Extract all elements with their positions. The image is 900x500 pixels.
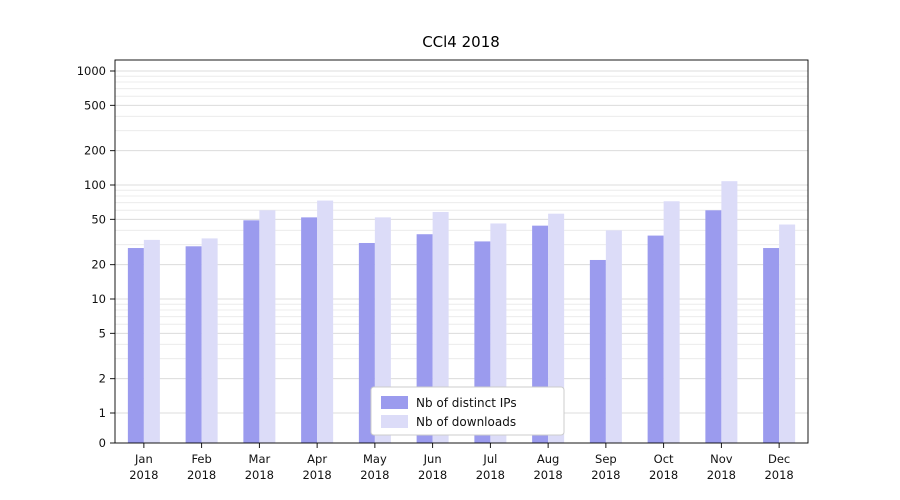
bar-downloads-sep [605,230,622,443]
y-tick-label: 1000 [77,64,106,78]
x-tick-month-label: Jul [482,452,497,466]
x-tick-month-label: Nov [710,452,733,466]
chart-title: CCl4 2018 [422,33,500,51]
y-tick-label: 500 [84,98,106,112]
x-tick-year-label: 2018 [591,468,620,482]
bar-distinct-ips-dec [763,248,780,443]
x-tick-month-label: Jan [134,452,153,466]
legend-label-downloads: Nb of downloads [416,415,516,429]
axis-layer: 0 1 2 5 10 20 50 100 200 500 1000 Jan 2018 Feb 2018 Mar… [77,59,809,482]
bar-distinct-ips-apr [301,217,318,443]
x-tick-month-label: May [363,452,387,466]
x-tick-month-label: Sep [595,452,617,466]
x-tick-year-label: 2018 [476,468,505,482]
x-tick-month-label: Aug [537,452,559,466]
y-tick-label: 5 [99,326,106,340]
y-tick-label: 200 [84,144,106,158]
x-tick-year-label: 2018 [707,468,736,482]
bar-downloads-dec [779,224,796,443]
bar-downloads-mar [259,210,276,443]
x-tick-year-label: 2018 [764,468,793,482]
bar-downloads-oct [663,201,680,443]
y-tick-label: 100 [84,178,106,192]
bar-distinct-ips-sep [589,259,606,443]
x-tick-month-label: Jun [423,452,442,466]
bar-downloads-nov [721,181,738,443]
x-tick-year-label: 2018 [302,468,331,482]
x-tick-year-label: 2018 [129,468,158,482]
x-tick-year-label: 2018 [187,468,216,482]
x-tick-month-label: Oct [654,452,674,466]
bar-downloads-feb [201,238,218,443]
x-tick-month-label: Feb [191,452,211,466]
y-tick-label: 20 [91,258,106,272]
x-tick-year-label: 2018 [360,468,389,482]
legend-label-distinct-ips: Nb of distinct IPs [416,396,517,410]
axis-frame [114,59,809,444]
x-tick-month-label: Apr [307,452,327,466]
y-tick-label: 0 [99,436,106,450]
bar-downloads-jun [432,211,449,443]
bar-downloads-aug [548,213,565,443]
bar-distinct-ips-jan [127,248,144,443]
bar-distinct-ips-feb [185,246,202,443]
x-tick-month-label: Dec [768,452,790,466]
legend-swatch-downloads [381,415,408,428]
legend-box [370,386,565,436]
legend-swatch-distinct-ips [381,396,408,409]
x-tick-month-label: Mar [249,452,271,466]
y-tick-label: 50 [91,212,106,226]
grid-layer [115,70,808,444]
bar-distinct-ips-nov [705,210,722,443]
bar-distinct-ips-mar [243,220,260,443]
y-tick-label: 2 [99,372,106,386]
bar-downloads-jan [143,239,160,443]
bar-downloads-apr [317,200,334,443]
legend: Nb of distinct IPs Nb of downloads [370,386,565,436]
x-tick-year-label: 2018 [533,468,562,482]
y-tick-label: 1 [99,406,106,420]
y-tick-label: 10 [91,292,106,306]
x-tick-year-label: 2018 [245,468,274,482]
bar-distinct-ips-oct [647,235,664,443]
x-tick-year-label: 2018 [649,468,678,482]
x-tick-year-label: 2018 [418,468,447,482]
